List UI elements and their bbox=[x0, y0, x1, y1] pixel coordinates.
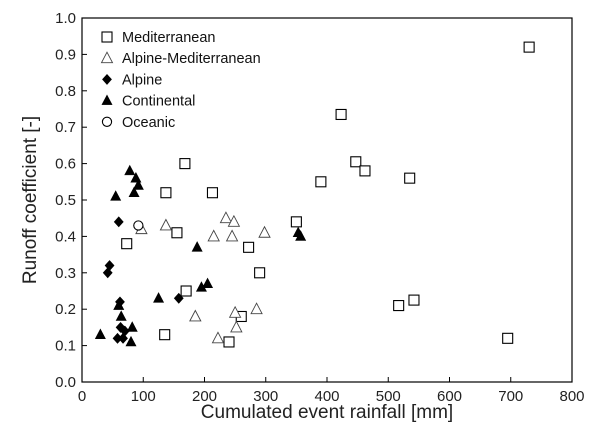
alpine-mediterranean-point bbox=[230, 320, 243, 333]
legend-label-mediterranean: Mediterranean bbox=[122, 30, 216, 46]
y-tick-label: 0.5 bbox=[55, 192, 76, 209]
alpine-mediterranean-point bbox=[207, 229, 220, 242]
y-tick-label: 1.0 bbox=[55, 10, 76, 27]
y-tick-label: 0.4 bbox=[55, 228, 76, 245]
continental-point bbox=[125, 335, 137, 347]
mediterranean-point bbox=[171, 227, 183, 239]
x-tick-label: 500 bbox=[376, 388, 401, 405]
continental-point bbox=[128, 186, 140, 198]
legend-marker-mediterranean bbox=[101, 31, 113, 43]
mediterranean-point bbox=[180, 285, 192, 297]
continental-point bbox=[191, 241, 203, 252]
alpine-mediterranean-point bbox=[250, 302, 263, 315]
alpine-point bbox=[113, 216, 124, 228]
x-tick-label: 0 bbox=[78, 388, 86, 405]
axis-ticks: 0 100 200 300 400 500 600 700 800 0.0 0.1 0.2 0.3 0.4… bbox=[55, 10, 584, 405]
x-tick-label: 200 bbox=[192, 388, 217, 405]
mediterranean-point bbox=[290, 216, 302, 228]
legend-label-oceanic: Oceanic bbox=[122, 115, 175, 131]
mediterranean-point bbox=[254, 267, 266, 279]
legend-label-alpine-mediterranean: Alpine-Mediterranean bbox=[122, 51, 261, 67]
x-tick-label: 600 bbox=[437, 388, 462, 405]
mediterranean-point bbox=[502, 332, 514, 344]
continental-point bbox=[126, 321, 138, 332]
alpine-mediterranean-point bbox=[189, 309, 202, 322]
oceanic-point bbox=[133, 220, 144, 231]
mediterranean-point bbox=[206, 187, 219, 199]
mediterranean-point bbox=[335, 108, 347, 121]
alpine-mediterranean-point bbox=[228, 305, 242, 318]
x-tick-label: 100 bbox=[131, 388, 156, 405]
x-tick-label: 300 bbox=[253, 388, 278, 405]
legend: Mediterranean Alpine-Mediterranean Alpine C… bbox=[94, 26, 284, 136]
x-axis-title: Cumulated event rainfall [mm] bbox=[201, 402, 453, 423]
alpine-mediterranean-point bbox=[225, 229, 239, 242]
y-tick-label: 0.8 bbox=[55, 83, 76, 100]
continental-point bbox=[115, 310, 127, 321]
continental-point bbox=[113, 299, 125, 310]
mediterranean-point bbox=[404, 172, 416, 184]
y-tick-label: 0.0 bbox=[55, 374, 76, 391]
continental-point bbox=[132, 179, 144, 190]
legend-label-alpine: Alpine bbox=[122, 72, 162, 88]
mediterranean-point bbox=[350, 156, 362, 168]
continental-point bbox=[202, 277, 214, 289]
legend-label-continental: Continental bbox=[122, 94, 195, 110]
alpine-point bbox=[104, 260, 115, 271]
continental-point bbox=[124, 164, 136, 176]
data-points bbox=[94, 41, 535, 348]
y-tick-label: 0.7 bbox=[55, 119, 76, 136]
alpine-point bbox=[173, 292, 184, 304]
x-tick-label: 700 bbox=[498, 388, 523, 405]
mediterranean-point bbox=[159, 329, 171, 341]
alpine-mediterranean-point bbox=[258, 225, 271, 238]
alpine-point bbox=[119, 325, 130, 337]
y-tick-label: 0.3 bbox=[55, 265, 76, 282]
x-tick-label: 400 bbox=[314, 388, 339, 405]
mediterranean-point bbox=[121, 238, 133, 250]
y-tick-label: 0.6 bbox=[55, 156, 76, 173]
mediterranean-point bbox=[160, 187, 172, 199]
mediterranean-point bbox=[243, 241, 255, 253]
continental-point bbox=[295, 230, 307, 241]
y-tick-label: 0.1 bbox=[55, 338, 76, 355]
mediterranean-point bbox=[393, 300, 405, 312]
alpine-mediterranean-point bbox=[159, 218, 173, 231]
alpine-mediterranean-point bbox=[227, 214, 241, 227]
y-axis-title: Runoff coefficient [-] bbox=[20, 116, 41, 284]
mediterranean-point bbox=[523, 41, 535, 53]
continental-point bbox=[94, 328, 106, 339]
continental-point bbox=[110, 190, 122, 201]
continental-point bbox=[153, 292, 165, 303]
mediterranean-point bbox=[359, 165, 371, 177]
mediterranean-point bbox=[315, 176, 327, 188]
legend-box bbox=[94, 26, 284, 136]
alpine-mediterranean-point bbox=[211, 331, 225, 344]
x-tick-label: 800 bbox=[559, 388, 584, 405]
legend-marker-alpine-mediterranean bbox=[100, 51, 114, 64]
y-tick-label: 0.2 bbox=[55, 301, 76, 318]
legend-marker-alpine bbox=[102, 73, 112, 85]
alpine-mediterranean-point bbox=[219, 211, 233, 224]
mediterranean-point bbox=[408, 294, 420, 306]
y-tick-label: 0.9 bbox=[55, 46, 76, 63]
legend-marker-continental bbox=[101, 94, 113, 105]
mediterranean-point bbox=[223, 336, 235, 348]
mediterranean-point bbox=[179, 158, 191, 170]
legend-marker-oceanic bbox=[101, 116, 113, 127]
